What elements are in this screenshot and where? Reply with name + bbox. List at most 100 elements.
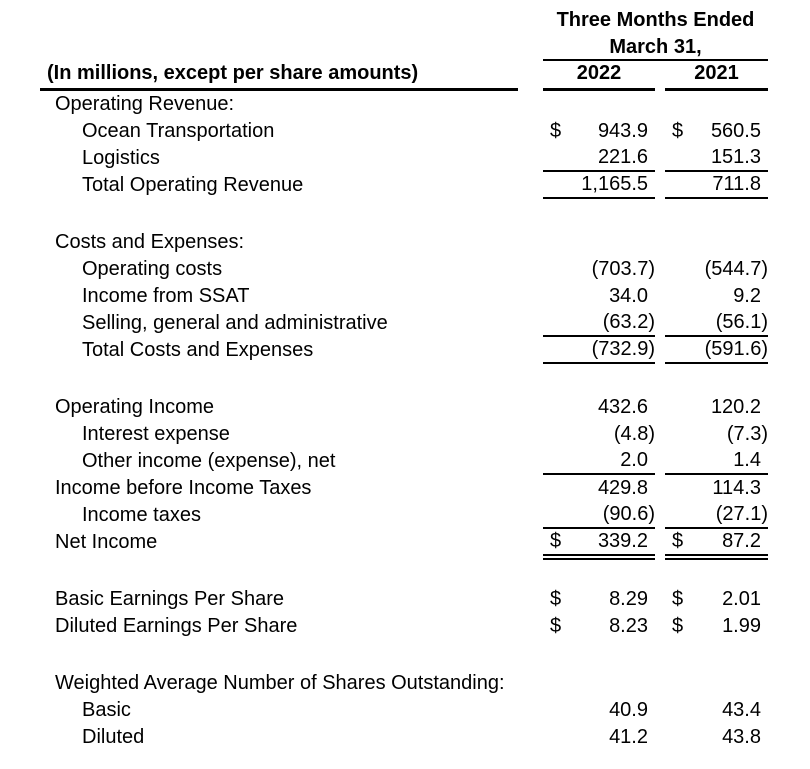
period-title-line1: Three Months Ended xyxy=(556,8,755,31)
value-2021: 711.8 xyxy=(665,172,768,199)
value-number: (4.8) xyxy=(613,423,655,445)
value-2022: (4.8) xyxy=(543,421,655,448)
row-label: Other income (expense), net xyxy=(82,450,336,472)
value-number: 429.8 xyxy=(597,477,648,499)
row-label: Income from SSAT xyxy=(82,285,250,307)
value-number: 339.2 xyxy=(597,530,648,552)
dollar-sign: $ xyxy=(672,588,684,610)
period-title-line2: March 31, xyxy=(543,36,768,61)
units-note: (In millions, except per share amounts) xyxy=(40,62,518,91)
value-number: (732.9) xyxy=(591,338,655,360)
table-row: Total Costs and Expenses (732.9) (591.6) xyxy=(40,337,768,364)
value-2022: 221.6 xyxy=(543,145,655,172)
dollar-sign: $ xyxy=(672,615,684,637)
value-2021 xyxy=(665,670,768,697)
row-label: Basic Earnings Per Share xyxy=(55,588,285,610)
value-2022: $8.29 xyxy=(543,586,655,613)
value-number: 43.8 xyxy=(722,726,761,748)
value-2022: 40.9 xyxy=(543,697,655,724)
value-2021: (591.6) xyxy=(665,337,768,364)
value-2021: $87.2 xyxy=(665,529,768,560)
table-row: Operating costs (703.7) (544.7) xyxy=(40,256,768,283)
value-number: (7.3) xyxy=(726,423,768,445)
dollar-sign: $ xyxy=(550,588,562,610)
value-2022: (63.2) xyxy=(543,310,655,337)
value-2021: 120.2 xyxy=(665,394,768,421)
value-2021: $560.5 xyxy=(665,118,768,145)
value-2022: 429.8 xyxy=(543,475,655,502)
value-2022 xyxy=(543,229,655,256)
value-number: 9.2 xyxy=(733,285,761,307)
header-period-row1: Three Months Ended xyxy=(40,5,768,35)
value-number: 8.29 xyxy=(609,588,648,610)
row-label: Weighted Average Number of Shares Outsta… xyxy=(55,672,505,694)
value-number: (27.1) xyxy=(715,503,768,525)
section-gap xyxy=(40,199,768,229)
section-gap xyxy=(40,640,768,670)
column-header-2021: 2021 xyxy=(665,62,768,91)
value-number: 151.3 xyxy=(710,146,761,168)
section-gap xyxy=(40,364,768,394)
value-number: 711.8 xyxy=(712,173,761,195)
value-2022: (90.6) xyxy=(543,502,655,529)
value-2022: 1,165.5 xyxy=(543,172,655,199)
value-2021: (7.3) xyxy=(665,421,768,448)
value-2021: $2.01 xyxy=(665,586,768,613)
table-row: Income taxes (90.6) (27.1) xyxy=(40,502,768,529)
value-number: 1.4 xyxy=(733,449,761,471)
value-2022: $8.23 xyxy=(543,613,655,640)
value-number: 432.6 xyxy=(597,396,648,418)
row-label: Selling, general and administrative xyxy=(82,312,388,334)
value-2021: 43.8 xyxy=(665,724,768,751)
value-number: 1.99 xyxy=(722,615,761,637)
value-number: 41.2 xyxy=(609,726,648,748)
value-number: 943.9 xyxy=(597,120,648,142)
value-number: 2.0 xyxy=(620,449,648,471)
dollar-sign: $ xyxy=(550,530,562,552)
dollar-sign: $ xyxy=(672,120,684,142)
table-row: Diluted 41.2 43.8 xyxy=(40,724,768,751)
value-2022: (703.7) xyxy=(543,256,655,283)
value-2022: (732.9) xyxy=(543,337,655,364)
value-2021: 151.3 xyxy=(665,145,768,172)
value-number: 8.23 xyxy=(609,615,648,637)
value-2022: $943.9 xyxy=(543,118,655,145)
value-2021: (56.1) xyxy=(665,310,768,337)
row-label: Income before Income Taxes xyxy=(55,477,312,499)
row-label: Costs and Expenses: xyxy=(55,231,244,253)
table-row: Basic Earnings Per Share $8.29 $2.01 xyxy=(40,586,768,613)
dollar-sign: $ xyxy=(672,530,684,552)
row-label: Diluted xyxy=(82,726,145,748)
value-2022: 41.2 xyxy=(543,724,655,751)
dollar-sign: $ xyxy=(550,615,562,637)
table-row: Selling, general and administrative (63.2… xyxy=(40,310,768,337)
value-number: (63.2) xyxy=(602,311,655,333)
value-2022: 34.0 xyxy=(543,283,655,310)
value-number: (544.7) xyxy=(704,258,768,280)
row-label: Operating costs xyxy=(82,258,223,280)
row-label: Total Operating Revenue xyxy=(82,174,304,196)
value-number: (56.1) xyxy=(715,311,768,333)
table-row: Total Operating Revenue 1,165.5 711.8 xyxy=(40,172,768,199)
value-2022: $339.2 xyxy=(543,529,655,560)
value-number: (703.7) xyxy=(591,258,655,280)
table-row: Operating Income 432.6 120.2 xyxy=(40,394,768,421)
value-2021 xyxy=(665,91,768,118)
value-2021 xyxy=(665,229,768,256)
value-2022: 2.0 xyxy=(543,448,655,475)
row-label: Net Income xyxy=(55,531,158,553)
value-number: (90.6) xyxy=(602,503,655,525)
row-label: Total Costs and Expenses xyxy=(82,339,314,361)
value-2021: 43.4 xyxy=(665,697,768,724)
table-row: Logistics 221.6 151.3 xyxy=(40,145,768,172)
row-label: Operating Income xyxy=(55,396,214,418)
value-2021: $1.99 xyxy=(665,613,768,640)
table-row: Income from SSAT 34.0 9.2 xyxy=(40,283,768,310)
value-number: 87.2 xyxy=(722,530,761,552)
value-number: 34.0 xyxy=(609,285,648,307)
row-label: Interest expense xyxy=(82,423,230,445)
column-header-2022: 2022 xyxy=(543,62,655,91)
header-columns-row: (In millions, except per share amounts) … xyxy=(40,61,768,91)
value-number: 114.3 xyxy=(712,477,761,499)
